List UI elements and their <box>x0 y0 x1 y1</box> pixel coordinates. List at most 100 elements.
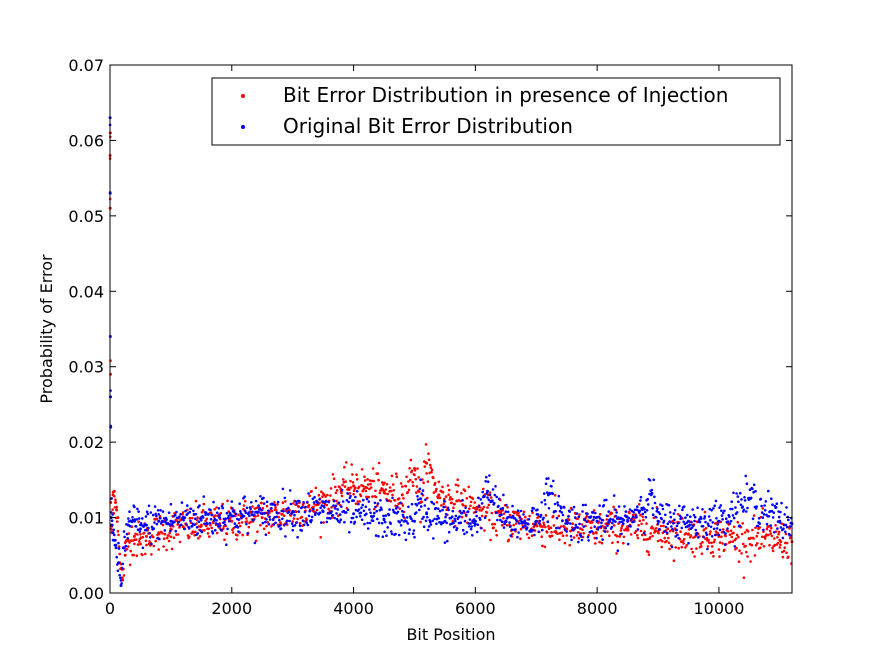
data-point <box>267 522 271 526</box>
data-point <box>425 512 429 516</box>
data-point <box>493 522 497 526</box>
data-point <box>713 538 716 542</box>
data-point <box>767 489 770 493</box>
data-point <box>411 532 415 535</box>
data-point <box>373 507 376 511</box>
data-point <box>155 522 159 526</box>
data-point <box>300 515 304 519</box>
data-point <box>649 532 652 535</box>
data-point <box>764 500 768 503</box>
data-point <box>706 522 710 525</box>
data-point <box>267 509 270 513</box>
data-point <box>151 535 155 539</box>
data-point <box>476 523 480 526</box>
data-point <box>553 502 557 506</box>
data-point <box>404 484 408 488</box>
data-point <box>113 533 116 537</box>
data-point <box>296 535 299 539</box>
data-point <box>606 530 609 533</box>
data-point <box>747 537 751 541</box>
data-point <box>126 537 129 540</box>
data-point <box>446 506 450 510</box>
data-point <box>768 529 772 533</box>
data-point <box>696 536 700 539</box>
data-point <box>355 478 359 481</box>
data-point <box>488 491 492 494</box>
data-point <box>739 503 743 507</box>
data-point <box>276 503 279 506</box>
data-point <box>643 510 647 514</box>
data-point <box>720 509 723 512</box>
data-point <box>612 494 616 497</box>
data-point <box>716 531 719 535</box>
data-point <box>374 489 377 493</box>
data-point <box>501 506 505 510</box>
data-point <box>570 526 574 529</box>
data-point <box>351 481 355 484</box>
data-point <box>394 532 397 536</box>
data-point <box>365 497 369 501</box>
data-point <box>472 521 475 525</box>
data-point <box>251 505 254 508</box>
data-point <box>679 516 683 519</box>
data-point <box>682 542 685 545</box>
data-point <box>181 517 185 521</box>
data-point <box>390 530 393 533</box>
data-point <box>461 528 465 532</box>
data-point <box>682 520 685 524</box>
data-point <box>443 499 446 503</box>
data-point <box>165 518 168 521</box>
data-point <box>664 513 667 517</box>
data-point <box>761 516 765 519</box>
data-point <box>599 525 603 528</box>
data-point <box>592 518 595 522</box>
data-point <box>429 520 432 524</box>
data-point <box>292 502 295 505</box>
data-point <box>284 522 288 525</box>
data-point <box>176 516 179 520</box>
data-point <box>337 501 341 505</box>
data-point <box>419 505 423 508</box>
data-point <box>181 511 185 514</box>
data-point <box>666 522 670 525</box>
data-point <box>178 515 181 518</box>
data-point <box>133 505 136 509</box>
data-point <box>415 504 419 507</box>
data-point <box>441 485 444 489</box>
data-point <box>189 519 192 523</box>
data-point <box>424 519 428 523</box>
data-point <box>349 486 353 489</box>
data-point <box>715 527 719 530</box>
data-point <box>647 503 650 506</box>
data-point <box>699 542 702 546</box>
data-point <box>601 538 604 541</box>
data-point <box>594 542 597 545</box>
data-point <box>672 559 676 562</box>
data-point <box>437 493 441 497</box>
data-point <box>722 530 726 534</box>
data-point <box>329 517 332 520</box>
data-point <box>679 530 682 533</box>
data-point <box>751 517 755 520</box>
data-point <box>560 511 564 514</box>
data-point <box>136 533 139 536</box>
data-point <box>463 489 467 493</box>
data-point <box>133 542 136 546</box>
data-point <box>343 485 347 488</box>
data-point <box>211 531 215 535</box>
data-point <box>403 531 407 534</box>
data-point <box>369 482 372 486</box>
data-point <box>276 511 279 515</box>
data-point <box>383 520 387 524</box>
data-point <box>460 511 464 515</box>
data-point <box>693 555 696 558</box>
data-point <box>230 514 234 518</box>
data-point <box>658 512 662 516</box>
data-point <box>273 503 277 507</box>
data-point <box>197 537 200 540</box>
data-point <box>230 519 234 523</box>
data-point <box>527 522 530 526</box>
data-point <box>544 514 548 517</box>
data-point <box>319 536 323 539</box>
data-point <box>338 485 341 489</box>
